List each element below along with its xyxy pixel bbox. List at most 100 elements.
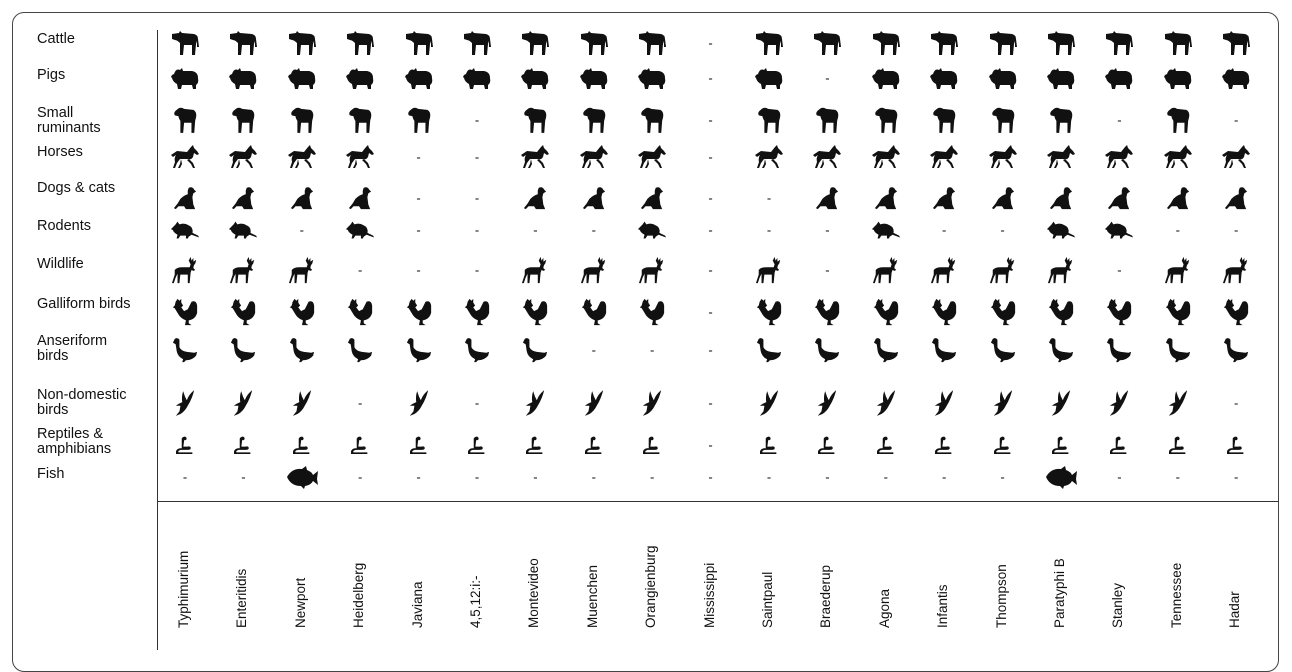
deer-icon [930,255,958,285]
absent-dash: - [358,471,362,484]
serovar-label: Tennessee [1169,563,1184,628]
absent-dash: - [1000,471,1004,484]
rooster-icon [521,297,549,327]
absent-dash: - [475,224,479,237]
absent-dash: - [475,264,479,277]
deer-icon [1047,255,1075,285]
snake-icon [1227,435,1245,455]
header-divider [157,501,1279,502]
pig-icon [1104,66,1134,90]
host-label: Small ruminants [37,106,155,136]
goose-icon [1223,337,1249,363]
absent-dash: - [708,264,712,277]
dog-icon [991,185,1015,211]
snake-icon [351,435,369,455]
sheep-icon [757,105,781,135]
absent-dash: - [1117,264,1121,277]
cow-icon [754,30,784,56]
dog-icon [523,185,547,211]
host-label: Reptiles & amphibians [37,427,155,457]
absent-dash: - [708,151,712,164]
host-label: Non-domestic birds [37,388,155,418]
snake-icon [877,435,895,455]
absent-dash: - [1234,397,1238,410]
dog-icon [582,185,606,211]
rooster-icon [930,297,958,327]
sheep-icon [1049,105,1073,135]
absent-dash: - [708,114,712,127]
rodent-icon [637,220,667,240]
absent-dash: - [533,471,537,484]
goose-icon [172,337,198,363]
cow-icon [1221,30,1251,56]
absent-dash: - [416,224,420,237]
absent-dash: - [708,344,712,357]
cow-icon [1104,30,1134,56]
horse-icon [811,145,843,169]
dog-icon [932,185,956,211]
absent-dash: - [416,264,420,277]
absent-dash: - [708,306,712,319]
dog-icon [874,185,898,211]
absent-dash: - [183,471,187,484]
bird-icon [641,388,663,418]
absent-dash: - [825,264,829,277]
rooster-icon [755,297,783,327]
pig-icon [462,66,492,90]
sheep-icon [348,105,372,135]
absent-dash: - [1117,114,1121,127]
cow-icon [287,30,317,56]
cow-icon [228,30,258,56]
rooster-icon [1164,297,1192,327]
dog-icon [1166,185,1190,211]
cow-icon [462,30,492,56]
snake-icon [760,435,778,455]
rooster-icon [872,297,900,327]
serovar-label: Stanley [1110,583,1125,628]
pig-icon [1046,66,1076,90]
horse-icon [344,145,376,169]
cow-icon [170,30,200,56]
rooster-icon [463,297,491,327]
serovar-label: Newport [293,578,308,628]
serovar-label: Braederup [818,565,833,628]
rodent-icon [345,220,375,240]
deer-icon [989,255,1017,285]
absent-dash: - [708,471,712,484]
goose-icon [347,337,373,363]
bird-icon [1050,388,1072,418]
pig-icon [1221,66,1251,90]
goose-icon [990,337,1016,363]
rooster-icon [1105,297,1133,327]
deer-icon [1164,255,1192,285]
snake-icon [1110,435,1128,455]
sheep-icon [991,105,1015,135]
fish-icon [1044,465,1078,489]
absent-dash: - [767,471,771,484]
sheep-icon [874,105,898,135]
pig-icon [287,66,317,90]
host-label: Fish [37,467,155,482]
absent-dash: - [475,151,479,164]
absent-dash: - [592,344,596,357]
snake-icon [994,435,1012,455]
absent-dash: - [708,37,712,50]
sheep-icon [815,105,839,135]
bird-icon [291,388,313,418]
pig-icon [170,66,200,90]
absent-dash: - [825,471,829,484]
bird-icon [524,388,546,418]
pig-icon [637,66,667,90]
bird-icon [408,388,430,418]
sheep-icon [932,105,956,135]
absent-dash: - [1234,224,1238,237]
dog-icon [1224,185,1248,211]
snake-icon [1052,435,1070,455]
pig-icon [929,66,959,90]
serovar-label: Infantis [935,584,950,628]
absent-dash: - [767,224,771,237]
pig-icon [345,66,375,90]
host-label: Galliform birds [37,297,155,312]
bird-icon [1167,388,1189,418]
horse-icon [987,145,1019,169]
